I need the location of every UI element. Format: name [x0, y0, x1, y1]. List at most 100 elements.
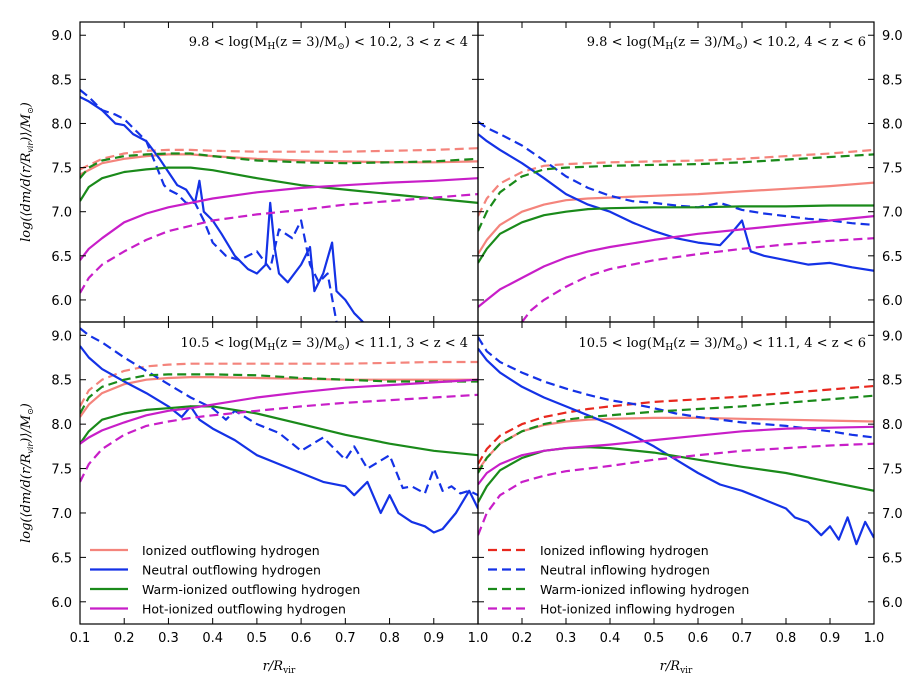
- frames: [79, 21, 875, 625]
- y-tick-label: 7.5: [51, 463, 72, 478]
- x-tick-label: 0.4: [202, 631, 223, 646]
- y-tick-label: 9.0: [882, 29, 903, 44]
- series-line: [478, 394, 874, 474]
- y-tick-label: 6.5: [51, 551, 72, 566]
- y-tick-label: 6.0: [882, 294, 903, 309]
- series-line: [478, 425, 874, 486]
- y-tick-label: 8.5: [51, 374, 72, 389]
- series-line: [80, 345, 478, 534]
- x-axis-label-right: r/Rvir: [660, 659, 693, 676]
- y-tick-label: 6.0: [51, 294, 72, 309]
- series-line: [80, 177, 478, 261]
- legend-label: Warm-ionized outflowing hydrogen: [142, 582, 360, 597]
- x-tick-label: 0.8: [776, 631, 797, 646]
- x-tick-label: 0.7: [335, 631, 356, 646]
- y-tick-label: 6.5: [882, 250, 903, 265]
- panel-frame: [79, 21, 479, 323]
- panels: [80, 89, 874, 546]
- y-tick-label: 9.0: [51, 29, 72, 44]
- panel-frame: [477, 321, 875, 625]
- legend-label: Ionized inflowing hydrogen: [540, 543, 709, 558]
- series-line: [80, 378, 478, 445]
- panel-title-tr: 9.8 < log(MH(z = 3)/M⊙) < 10.2, 4 < z < …: [587, 35, 866, 52]
- series-line: [478, 336, 874, 439]
- series-line: [80, 193, 478, 294]
- panel-title-tl: 9.8 < log(MH(z = 3)/M⊙) < 10.2, 3 < z < …: [189, 35, 468, 52]
- y-tick-label: 7.0: [882, 206, 903, 221]
- x-tick-label: 0.2: [512, 631, 533, 646]
- y-tick-label: 6.0: [882, 596, 903, 611]
- legend-inflow: Ionized inflowing hydrogen Neutral inflow…: [488, 543, 749, 617]
- x-tick-label: 0.5: [644, 631, 665, 646]
- series-line: [478, 204, 874, 264]
- x-tick-label: 0.6: [291, 631, 312, 646]
- legend-label: Hot-ionized inflowing hydrogen: [540, 602, 735, 617]
- series-line: [478, 153, 874, 232]
- series-line: [478, 347, 874, 546]
- series-line: [80, 166, 478, 204]
- y-tick-label: 6.0: [51, 596, 72, 611]
- x-tick-label: 0.3: [556, 631, 577, 646]
- x-tick-label: 0.6: [688, 631, 709, 646]
- y-tick-label: 7.5: [51, 162, 72, 177]
- x-tick-label: 0.5: [247, 631, 268, 646]
- panel-bottom-right: [478, 336, 874, 546]
- y-tick-label: 7.0: [51, 206, 72, 221]
- legend-label: Neutral outflowing hydrogen: [142, 563, 321, 578]
- x-tick-label: 1.0: [468, 631, 489, 646]
- y-tick-label: 8.0: [51, 418, 72, 433]
- legend-label: Warm-ionized inflowing hydrogen: [540, 582, 749, 597]
- y-tick-label: 8.0: [882, 117, 903, 132]
- y-tick-label: 8.0: [882, 418, 903, 433]
- x-tick-label: 0.9: [820, 631, 841, 646]
- series-line: [80, 405, 478, 457]
- panel-top-left: [80, 89, 478, 322]
- series-line: [478, 215, 874, 308]
- legend-label: Neutral inflowing hydrogen: [540, 563, 710, 578]
- x-tick-label: 0.1: [70, 631, 91, 646]
- series-line: [80, 152, 478, 179]
- panel-bottom-left: [80, 327, 478, 534]
- y-tick-label: 7.0: [51, 507, 72, 522]
- y-tick-label: 6.5: [882, 551, 903, 566]
- panel-top-right: [478, 120, 874, 322]
- series-line: [80, 153, 478, 176]
- series-line: [80, 393, 478, 483]
- series-line: [80, 96, 364, 322]
- y-tick-label: 7.5: [882, 162, 903, 177]
- legend-label: Hot-ionized outflowing hydrogen: [142, 602, 346, 617]
- series-line: [478, 148, 874, 217]
- legends: Ionized outflowing hydrogen Neutral outfl…: [90, 543, 749, 617]
- legend-label: Ionized outflowing hydrogen: [142, 543, 320, 558]
- y-tick-label: 8.0: [51, 117, 72, 132]
- x-tick-label: 0.7: [732, 631, 753, 646]
- panel-title-br: 10.5 < log(MH(z = 3)/M⊙) < 11.1, 4 < z <…: [579, 336, 866, 353]
- y-tick-label: 8.5: [882, 73, 903, 88]
- x-tick-label: 0.8: [379, 631, 400, 646]
- x-tick-label: 0.4: [600, 631, 621, 646]
- panel-titles: 9.8 < log(MH(z = 3)/M⊙) < 10.2, 3 < z < …: [181, 35, 866, 353]
- y-tick-label: 7.5: [882, 463, 903, 478]
- legend-outflow: Ionized outflowing hydrogen Neutral outfl…: [90, 543, 360, 617]
- y-axis-label-top: log(⟨dm/d(r/Rvir)⟩/M⊙): [19, 102, 35, 242]
- series-line: [478, 442, 874, 536]
- series-line: [478, 133, 874, 272]
- x-axis-label-left: r/Rvir: [263, 659, 296, 676]
- panel-title-bl: 10.5 < log(MH(z = 3)/M⊙) < 11.1, 3 < z <…: [181, 336, 468, 353]
- y-tick-label: 6.5: [51, 250, 72, 265]
- y-tick-label: 8.5: [51, 73, 72, 88]
- y-axis-label-bottom: log(⟨dm/d(r/Rvir)⟩/M⊙): [19, 403, 35, 543]
- x-tick-label: 0.2: [114, 631, 135, 646]
- y-tick-label: 7.0: [882, 507, 903, 522]
- series-line: [521, 237, 874, 322]
- series-line: [80, 147, 478, 171]
- series-line: [478, 181, 874, 255]
- x-tick-label: 1.0: [864, 631, 885, 646]
- series-line: [80, 376, 478, 418]
- ticks: 6.0 6.5 7.0 7.5 8.0 8.5 9.0 6.0 6.5 7.0 7.5 8.0 8.5 9…: [51, 22, 903, 646]
- x-tick-label: 0.9: [423, 631, 444, 646]
- series-line: [478, 384, 874, 465]
- series-line: [478, 446, 874, 503]
- y-tick-label: 8.5: [882, 374, 903, 389]
